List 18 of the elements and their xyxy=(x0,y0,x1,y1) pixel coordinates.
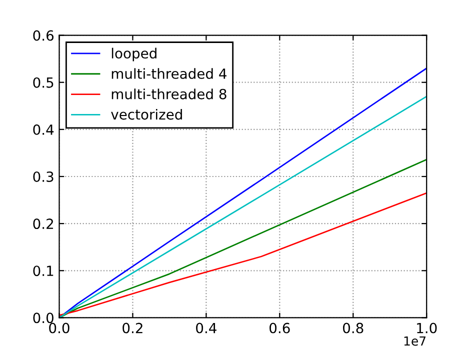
y-tick-label: 0.0 xyxy=(33,312,54,324)
x-tick-label: 0.8 xyxy=(343,322,364,334)
legend-label: multi-threaded 8 xyxy=(112,88,226,100)
legend-label: multi-threaded 4 xyxy=(112,68,226,79)
x-tick-label: 0.2 xyxy=(122,322,142,334)
y-tick-label: 0.4 xyxy=(33,124,54,135)
text: 1e7 xyxy=(404,336,426,346)
y-tick-label: 0.5 xyxy=(33,77,54,88)
y-tick-label: 0.3 xyxy=(33,171,54,182)
y-tick-label: 0.1 xyxy=(33,266,54,276)
x-tick-label: 0.6 xyxy=(270,322,290,334)
y-tick-label: 0.6 xyxy=(33,30,54,41)
x-tick-label: 1.0 xyxy=(417,322,437,334)
x-tick-label: 0.4 xyxy=(196,322,216,334)
y-tick-label: 0.2 xyxy=(33,218,53,230)
x-tick-label: 0.0 xyxy=(49,322,70,334)
legend-label: vectorized xyxy=(111,108,182,120)
legend-label: looped xyxy=(112,48,156,62)
